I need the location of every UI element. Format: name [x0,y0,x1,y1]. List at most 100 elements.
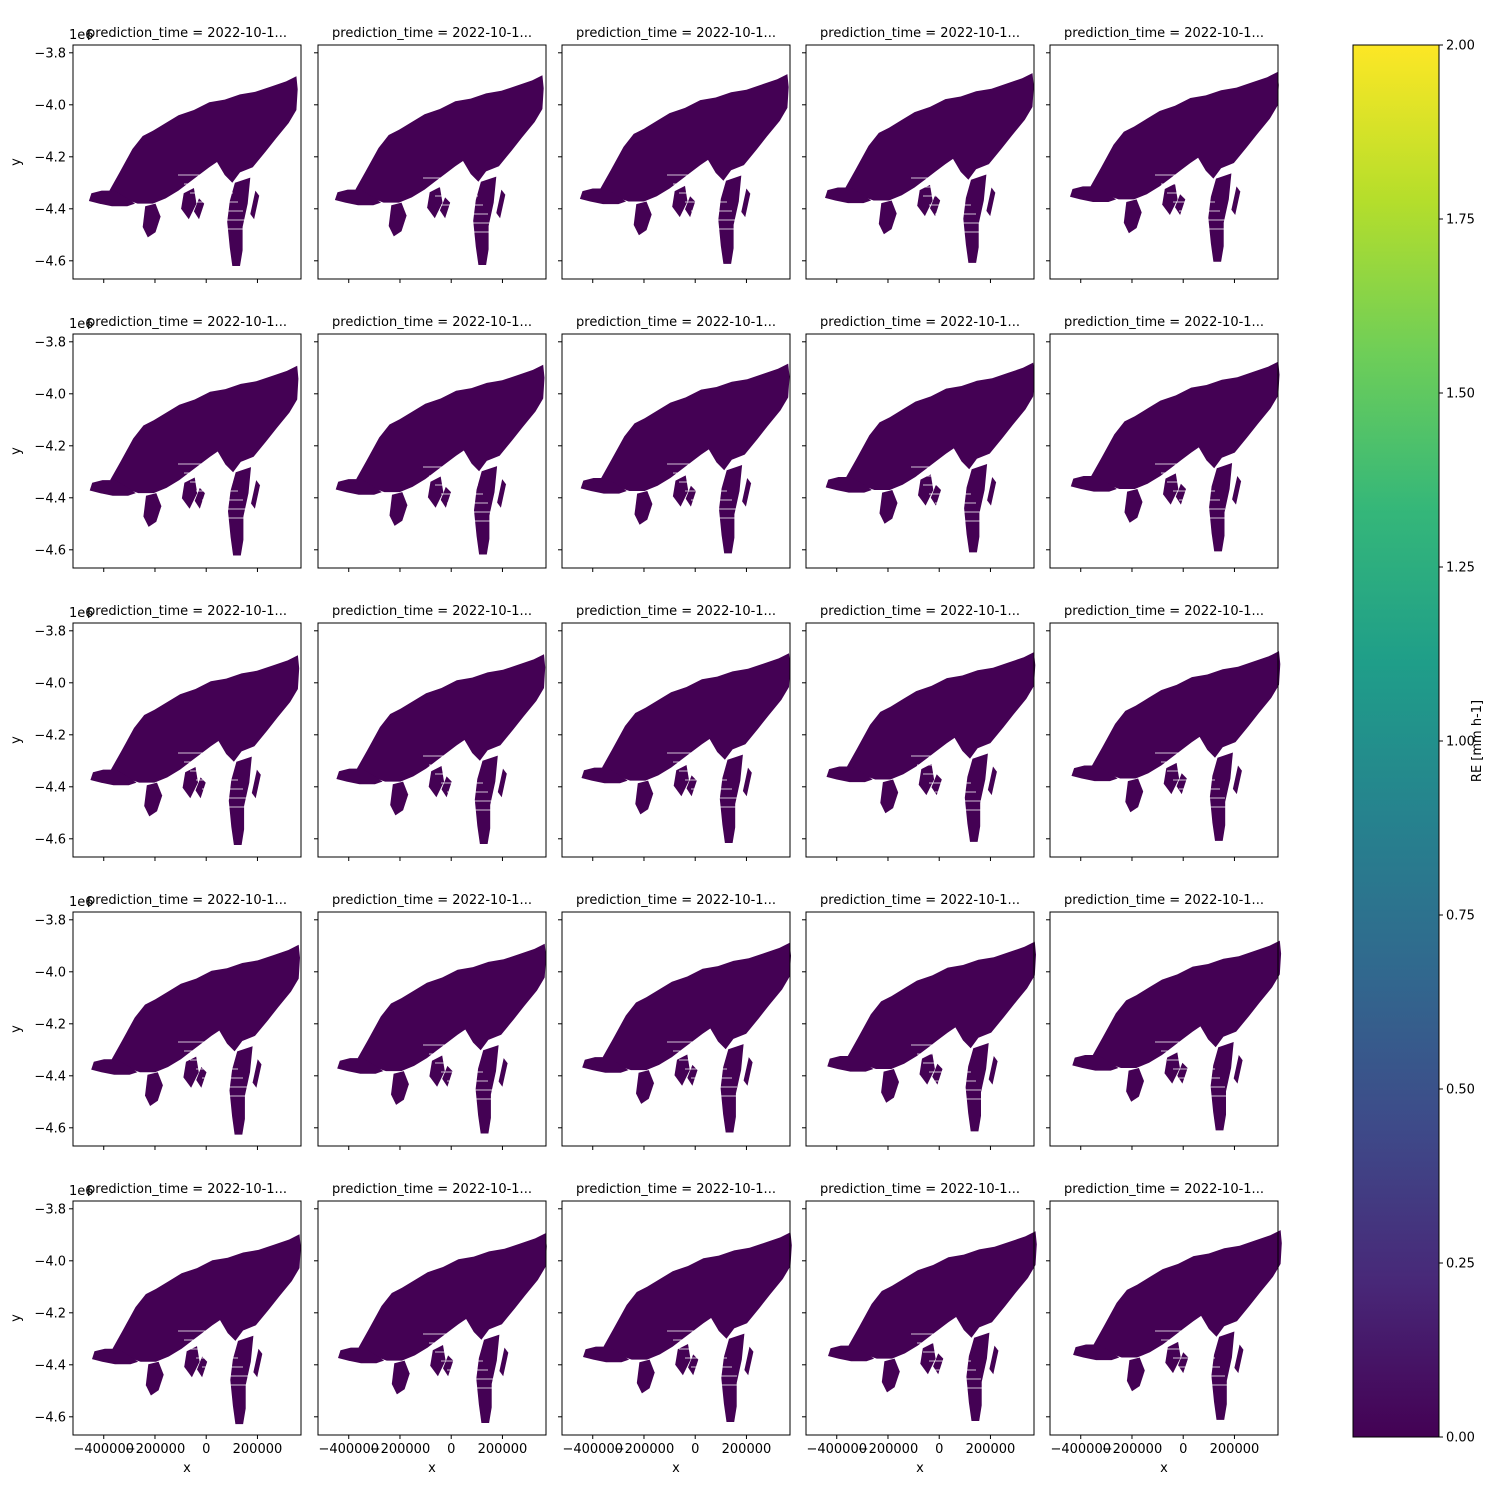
field-shape-blob_b [674,1054,690,1086]
field-shape-streak_2 [744,1346,754,1376]
y-tick-label: −3.8 [34,46,66,61]
y-tick-label: −3.8 [34,913,66,928]
y-tick-label: −3.8 [34,335,66,350]
field-shape-blob_b [918,474,934,506]
x-tick-label: −400000 [73,1442,134,1457]
y-tick-label: −4.6 [34,543,66,558]
colorbar: 0.00 0.25 0.50 0.75 1.00 1.25 1.50 1.75 2.00 RE … [1352,39,1485,1446]
field-shape-south_lobe [966,1332,990,1421]
y-tick-label: −4.2 [34,150,66,165]
field-shape-blob_b [920,1343,936,1375]
field-shape-west_tail [828,1345,875,1362]
field-shape-main [356,654,546,782]
field-shape-streak_2 [742,767,752,797]
y-tick-label: −4.4 [34,202,66,217]
field-shape-blob_a [881,1069,899,1103]
y-tick-label: −4.4 [34,491,66,506]
field-shape-streak_1 [1178,1352,1189,1374]
panel-frame [805,911,1035,1147]
y-offset-label: 1e6 [69,1184,94,1199]
field-shape-streak_2 [496,189,506,219]
panel-frame [805,1200,1035,1436]
panel-title: prediction_time = 2022-10-1... [332,1182,532,1197]
panel-frame [561,622,791,858]
y-tick-label: −4.6 [34,1121,66,1136]
x-tick-label: 200000 [722,1442,772,1457]
field-shape-blob_b [427,476,444,508]
field-shape-blob_a [388,202,407,237]
panel-frame [72,44,302,280]
y-tick-label: −4.6 [34,1410,66,1425]
field-shape-blob_b [919,1053,935,1085]
facet-panel-6: prediction_time = 2022-10-1... −3.8 −4.0 −4… [9,315,302,572]
panel-title: prediction_time = 2022-10-1... [576,604,776,619]
field-shape-blob_a [1126,1068,1144,1102]
field-area [336,654,546,844]
facet-panel-16: prediction_time = 2022-10-1... −3.8 −4.0 −4… [9,893,302,1150]
x-axis-label: x [428,1461,436,1476]
field-shape-streak_1 [439,197,451,219]
field-shape-blob_b [1165,1341,1181,1374]
field-shape-streak_2 [497,479,506,508]
field-shape-south_lobe [230,1335,254,1425]
field-area [825,73,1034,263]
panel-title: prediction_time = 2022-10-1... [576,26,776,41]
facet-panel-11: prediction_time = 2022-10-1... −3.8 −4.0 −4… [9,604,302,861]
y-tick-label: −3.8 [34,624,66,639]
field-shape-streak_2 [1231,186,1241,215]
y-axis-label: y [9,1025,24,1033]
panel-title: prediction_time = 2022-10-1... [332,26,532,41]
facet-panel-25: prediction_time = 2022-10-1... −400000−20… [1046,1182,1282,1476]
x-tick-label: 0 [1179,1442,1187,1457]
field-area [580,363,790,554]
field-shape-blob_b [1163,473,1179,505]
field-shape-west_tail [92,1348,139,1365]
field-shape-main [110,365,299,494]
field-area [1071,651,1281,841]
field-shape-blob_b [182,767,198,799]
panel-title: prediction_time = 2022-10-1... [820,26,1020,41]
panel-title: prediction_time = 2022-10-1... [332,893,532,908]
x-tick-label: 200000 [966,1442,1016,1457]
field-shape-streak_1 [1175,483,1186,505]
field-area [1070,72,1279,262]
panel-title: prediction_time = 2022-10-1... [576,315,776,330]
field-shape-streak_2 [250,190,260,220]
colorbar-tick-label: 2.00 [1446,39,1475,54]
field-shape-blob_b [429,1055,445,1087]
panel-title: prediction_time = 2022-10-1... [1064,604,1264,619]
field-shape-main [847,941,1036,1069]
field-shape-south_lobe [721,1333,745,1422]
facet-panel-2: prediction_time = 2022-10-1... [314,26,547,283]
panel-frame [317,1200,547,1436]
field-shape-main [602,942,791,1071]
field-shape-south_lobe [228,467,251,556]
panel-title: prediction_time = 2022-10-1... [576,1182,776,1197]
y-tick-label: −4.0 [34,98,66,113]
x-tick-label: 0 [935,1442,943,1457]
field-shape-blob_a [390,781,409,816]
field-shape-blob_b [184,1346,200,1378]
y-tick-label: −4.0 [34,1254,66,1269]
field-shape-blob_b [918,763,935,796]
field-shape-streak_2 [987,766,997,796]
field-shape-blob_a [880,779,899,814]
colorbar-tick-label: 0.75 [1446,909,1475,924]
field-shape-main [600,74,789,202]
panel-frame [1049,44,1279,280]
field-shape-main [356,364,545,493]
field-shape-blob_b [672,475,689,507]
field-shape-west_tail [1070,476,1117,492]
field-area [579,74,789,264]
field-shape-streak_2 [741,188,751,218]
facet-panel-22: prediction_time = 2022-10-1... −400000−20… [314,1182,547,1476]
field-shape-main [1093,1230,1282,1358]
colorbar-tick-label: 1.00 [1446,735,1475,750]
field-area [337,943,546,1134]
field-shape-main [1092,651,1281,779]
field-shape-streak_1 [196,1067,207,1088]
facet-panel-13: prediction_time = 2022-10-1... [558,604,791,861]
field-shape-blob_a [145,1072,163,1106]
x-tick-label: 0 [691,1442,699,1457]
field-shape-blob_b [430,1345,446,1377]
